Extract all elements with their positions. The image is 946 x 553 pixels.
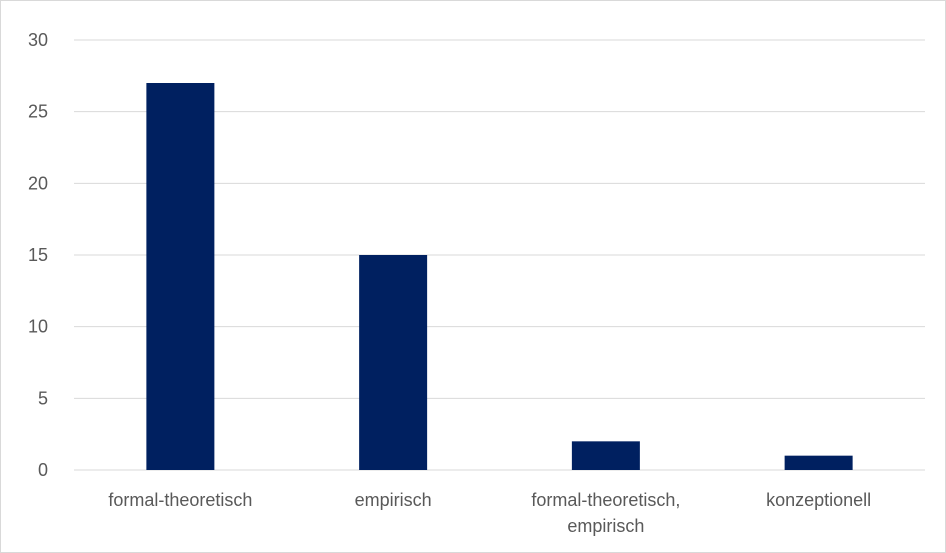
y-tick-label: 0: [38, 460, 48, 480]
y-tick-label: 5: [38, 388, 48, 408]
bar: [146, 83, 215, 470]
x-axis-labels: formal-theoretisch empirisch formal-theore…: [108, 490, 871, 536]
x-tick-label: formal-theoretisch, empirisch: [531, 490, 680, 536]
bar: [784, 455, 853, 470]
x-tick-label-line: konzeptionell: [766, 490, 871, 510]
bars: [146, 83, 853, 470]
x-tick-label-line: formal-theoretisch,: [531, 490, 680, 510]
x-tick-label-line: formal-theoretisch: [108, 490, 252, 510]
x-tick-label-line: empirisch: [355, 490, 432, 510]
x-tick-label: konzeptionell: [766, 490, 871, 510]
x-tick-label: empirisch: [355, 490, 432, 510]
y-axis-ticks: 0 5 10 15 20 25 30: [28, 30, 48, 480]
y-tick-label: 20: [28, 173, 48, 193]
grid-layer: [74, 39, 925, 471]
x-tick-label-line: empirisch: [567, 516, 644, 536]
x-tick-label: formal-theoretisch: [108, 490, 252, 510]
y-tick-label: 30: [28, 30, 48, 50]
y-tick-label: 15: [28, 245, 48, 265]
bar: [359, 255, 428, 470]
bar: [571, 441, 640, 470]
y-tick-label: 25: [28, 102, 48, 122]
y-tick-label: 10: [28, 317, 48, 337]
